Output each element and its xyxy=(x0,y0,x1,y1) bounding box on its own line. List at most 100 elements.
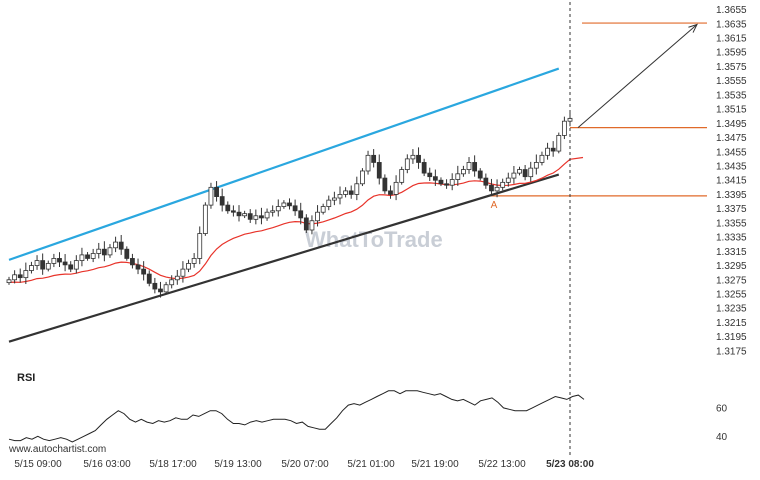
candle-body xyxy=(12,274,18,281)
y-tick-label: 1.3435 xyxy=(716,162,747,173)
candle-body xyxy=(85,254,90,259)
candle-body xyxy=(270,210,276,213)
candle-body xyxy=(146,273,152,284)
candle-body xyxy=(315,211,320,222)
candle-body xyxy=(511,172,517,179)
candle-body xyxy=(40,260,46,270)
candle-body xyxy=(169,279,175,286)
candle-body xyxy=(135,264,141,270)
rsi-title: RSI xyxy=(17,372,35,384)
candle-body xyxy=(281,202,287,207)
y-tick-label: 1.3555 xyxy=(716,76,747,87)
candle-body xyxy=(130,258,135,266)
candle-body xyxy=(382,177,388,192)
x-tick-label: 5/16 03:00 xyxy=(83,459,131,470)
candle-body xyxy=(259,215,264,219)
candle-body xyxy=(174,275,180,281)
candle-body xyxy=(45,263,51,270)
candle-body xyxy=(455,173,461,180)
moving-average-layer xyxy=(8,156,584,283)
candle-body xyxy=(427,172,433,178)
candle-body xyxy=(287,202,292,207)
candle-body xyxy=(113,241,118,249)
candle-body xyxy=(348,190,354,195)
candle-body xyxy=(416,154,421,163)
candle-body xyxy=(298,210,304,219)
rsi-axis-ticks: 60 40 xyxy=(716,403,728,442)
y-tick-label: 1.3535 xyxy=(716,90,747,101)
candle-body xyxy=(73,260,79,270)
y-tick-label: 1.3635 xyxy=(716,19,747,30)
y-tick-label: 1.3515 xyxy=(716,105,747,116)
candle-body xyxy=(230,210,236,213)
trendlines xyxy=(8,67,560,343)
y-tick-label: 1.3355 xyxy=(716,218,747,229)
candle-body xyxy=(393,181,399,195)
candle-body xyxy=(186,263,191,270)
candle-body xyxy=(236,211,242,217)
y-tick-label: 1.3195 xyxy=(716,332,747,343)
candle-body xyxy=(399,169,405,183)
candle-body xyxy=(483,177,489,186)
candle-body xyxy=(545,147,550,156)
x-tick-label: 5/20 07:00 xyxy=(281,459,329,470)
candle-body xyxy=(309,220,315,231)
candle-body xyxy=(62,261,68,266)
y-tick-label: 1.3235 xyxy=(716,304,747,315)
rsi-layer xyxy=(8,390,585,443)
candle-body xyxy=(438,179,444,185)
candle-body xyxy=(292,205,298,212)
candle-body xyxy=(360,170,365,185)
rsi-tick-label: 40 xyxy=(716,432,728,443)
candle-body xyxy=(208,186,214,206)
y-tick-label: 1.3475 xyxy=(716,133,747,144)
candle-body xyxy=(343,190,349,195)
projection-arrow-line xyxy=(577,24,698,128)
candle-body xyxy=(432,176,438,181)
candle-body xyxy=(517,169,522,174)
candle-body xyxy=(561,120,567,136)
candle-body xyxy=(101,248,107,256)
candle-body xyxy=(17,274,23,279)
source-label: www.autochartist.com xyxy=(8,444,106,455)
projection-layer xyxy=(577,23,698,128)
candle-body xyxy=(461,169,466,175)
candle-body xyxy=(539,154,545,163)
candle-body xyxy=(533,162,539,169)
x-axis-ticks: 5/15 09:00 5/16 03:00 5/18 17:00 5/19 13:00… xyxy=(14,459,594,470)
candle-body xyxy=(522,169,528,178)
candle-body xyxy=(449,179,455,186)
x-tick-label: 5/18 17:00 xyxy=(149,459,197,470)
moving-average-line xyxy=(8,156,584,283)
x-tick-label: 5/23 08:00 xyxy=(546,459,594,470)
candle-body xyxy=(326,199,332,207)
candle-body xyxy=(410,154,416,160)
candle-body xyxy=(79,254,85,261)
candle-body xyxy=(331,197,337,201)
x-tick-label: 5/19 13:00 xyxy=(214,459,262,470)
candle-body xyxy=(337,194,343,199)
x-tick-label: 5/15 09:00 xyxy=(14,459,62,470)
candle-body xyxy=(68,264,74,270)
y-tick-label: 1.3575 xyxy=(716,62,747,73)
candle-body xyxy=(191,258,197,264)
candle-body xyxy=(247,213,253,220)
y-tick-label: 1.3395 xyxy=(716,190,747,201)
candle-body xyxy=(365,154,371,172)
candle-body xyxy=(371,154,377,163)
y-axis-ticks: 1.3655 1.3635 1.3615 1.3595 1.3575 1.3555 1.35… xyxy=(716,5,747,357)
y-tick-label: 1.3275 xyxy=(716,275,747,286)
y-tick-label: 1.3455 xyxy=(716,147,747,158)
candle-body xyxy=(303,217,309,231)
candle-body xyxy=(550,147,556,152)
candle-body xyxy=(180,268,186,277)
candle-body xyxy=(388,190,393,195)
y-tick-label: 1.3255 xyxy=(716,290,747,301)
candle-body xyxy=(242,213,248,217)
candle-body xyxy=(477,170,483,179)
y-tick-label: 1.3315 xyxy=(716,247,747,258)
candle-body xyxy=(466,162,472,170)
candle-body xyxy=(96,248,102,254)
y-tick-label: 1.3595 xyxy=(716,48,747,59)
